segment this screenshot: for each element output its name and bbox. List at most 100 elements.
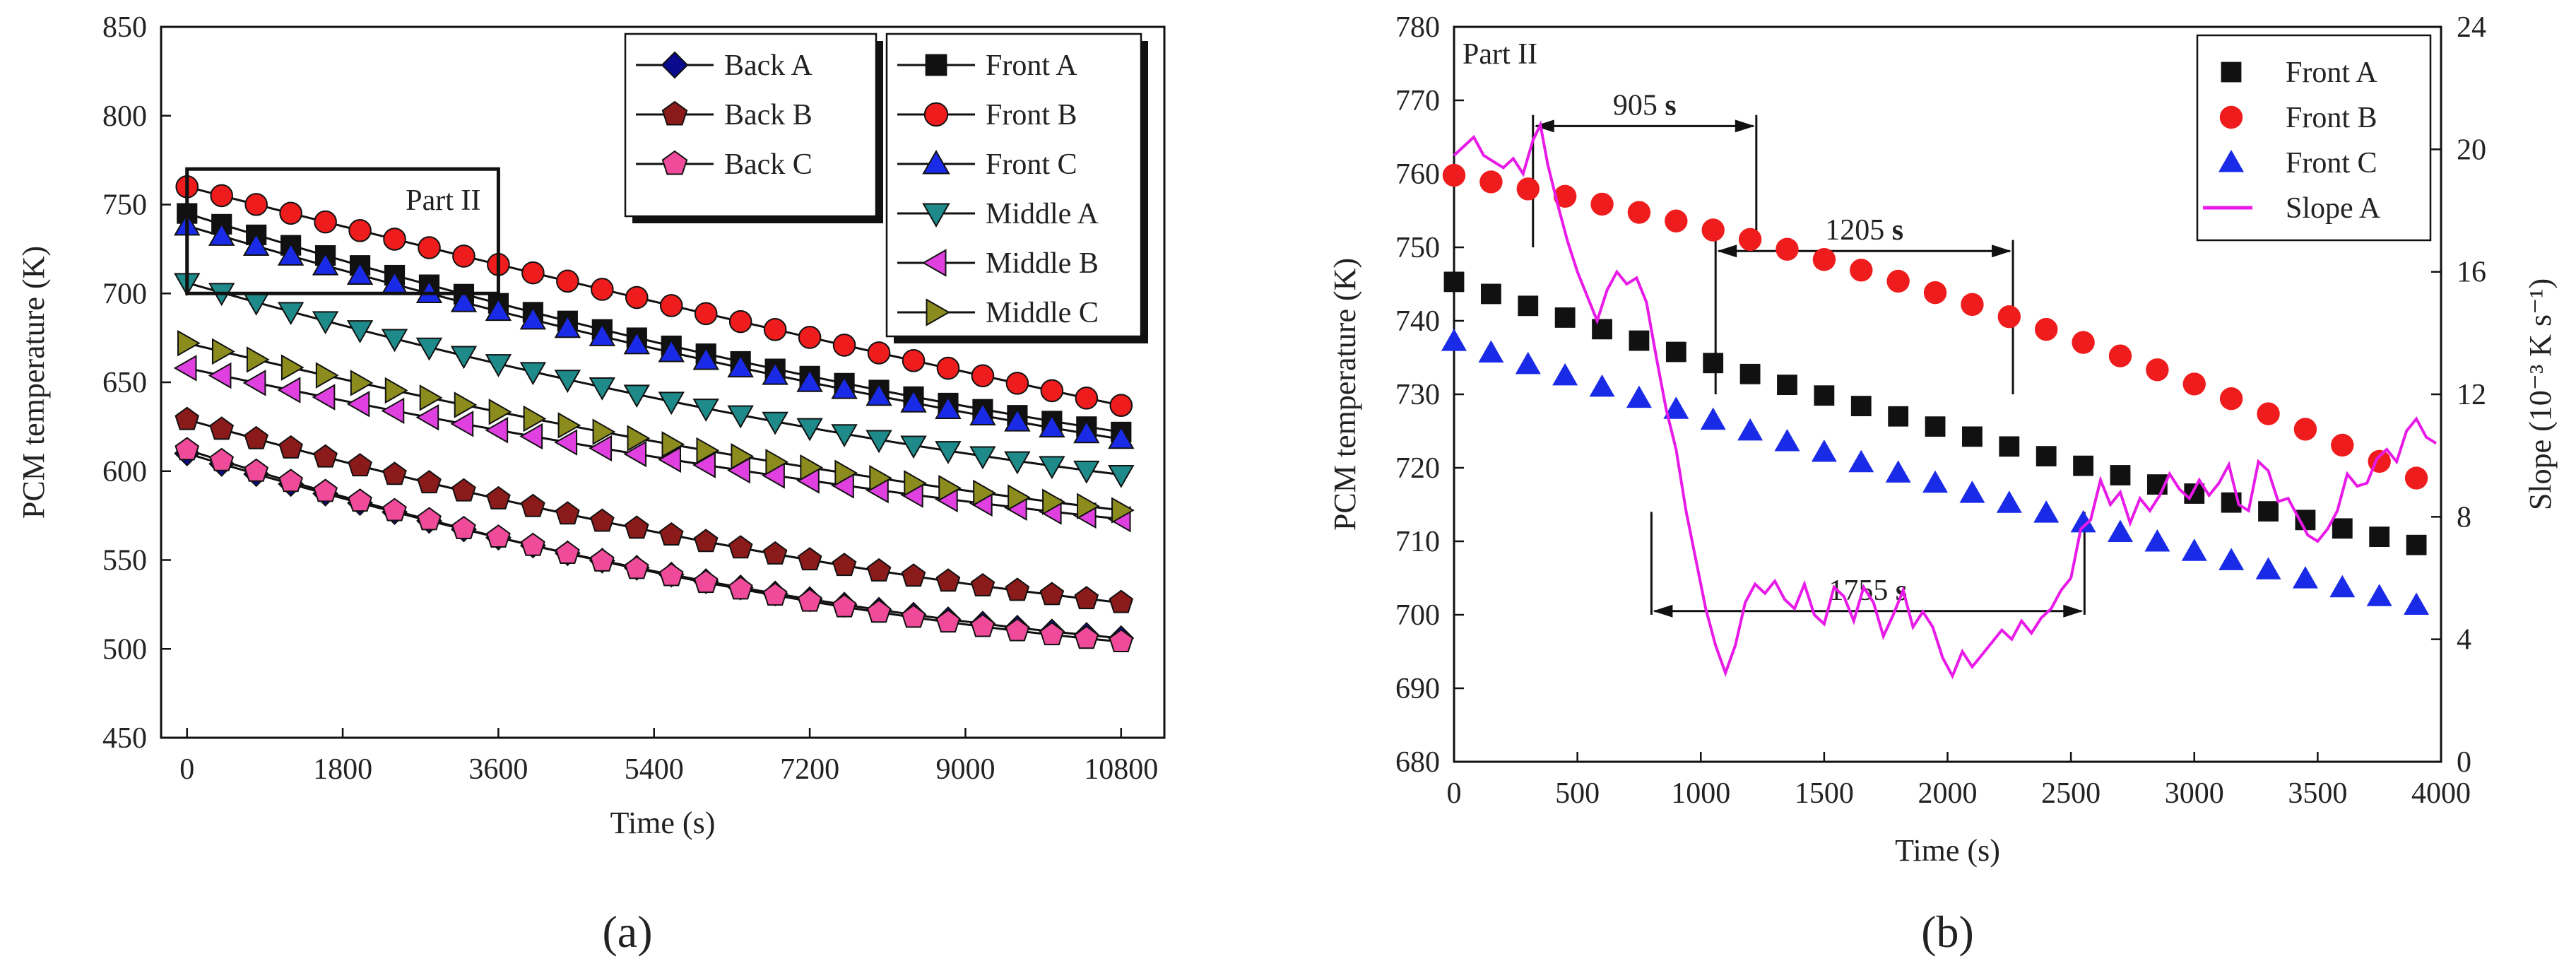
data-point bbox=[935, 441, 962, 464]
x-axis-label: Time (s) bbox=[610, 806, 716, 840]
part-ii-label: Part II bbox=[406, 184, 480, 217]
data-point bbox=[313, 444, 338, 468]
series-front-c bbox=[1441, 329, 2430, 615]
data-point bbox=[554, 429, 578, 456]
data-point bbox=[1961, 293, 1984, 317]
interval-label: 1755 s bbox=[1828, 575, 1907, 607]
data-point bbox=[1665, 341, 1686, 363]
data-point bbox=[935, 568, 961, 592]
y-tick-label: 800 bbox=[102, 100, 147, 133]
data-point bbox=[1005, 372, 1029, 395]
data-point bbox=[173, 355, 197, 382]
y-tick-label: 750 bbox=[1395, 232, 1440, 264]
legend-label-slope-a: Slope A bbox=[2286, 192, 2381, 225]
data-point bbox=[1848, 449, 1874, 473]
data-point bbox=[244, 193, 268, 216]
legend-label-middle-a: Middle A bbox=[986, 198, 1099, 230]
x-tick-label: 5400 bbox=[625, 753, 684, 786]
series-line bbox=[187, 367, 1121, 521]
y2-tick-label: 12 bbox=[2457, 379, 2486, 411]
data-point bbox=[1962, 426, 1983, 447]
legend-label-front-b: Front B bbox=[2286, 102, 2377, 134]
data-point bbox=[1077, 493, 1100, 519]
data-point bbox=[970, 613, 995, 637]
legend-marker bbox=[661, 51, 689, 79]
data-point bbox=[485, 354, 512, 377]
data-point bbox=[1039, 582, 1065, 606]
data-point bbox=[834, 459, 858, 487]
series-line bbox=[187, 185, 1122, 407]
data-point bbox=[1074, 625, 1099, 649]
data-point bbox=[831, 424, 858, 447]
data-point bbox=[346, 261, 374, 285]
data-point bbox=[1777, 375, 1797, 396]
data-point bbox=[1663, 396, 1689, 419]
legend-marker bbox=[925, 54, 947, 76]
data-point bbox=[1811, 439, 1837, 462]
data-point bbox=[589, 435, 613, 462]
data-point bbox=[279, 201, 302, 225]
legend-marker bbox=[661, 100, 688, 126]
data-point bbox=[313, 478, 338, 502]
data-point bbox=[418, 236, 441, 259]
data-point bbox=[589, 548, 615, 572]
data-point bbox=[277, 377, 301, 403]
legend-label-middle-b: Middle B bbox=[986, 247, 1099, 280]
data-point bbox=[175, 437, 200, 461]
y-tick-label: 760 bbox=[1395, 158, 1440, 191]
data-point bbox=[1665, 209, 1688, 232]
data-point bbox=[315, 362, 339, 389]
data-point bbox=[209, 416, 235, 440]
legend-marker bbox=[2218, 150, 2244, 172]
chart-b: 0 500 1000 1500 2000 2500 3000 3500 4000 680 690 70… bbox=[1328, 11, 2558, 957]
data-point bbox=[624, 555, 649, 579]
data-point bbox=[1005, 618, 1030, 642]
data-point bbox=[2108, 344, 2132, 367]
data-point bbox=[486, 485, 511, 509]
data-point bbox=[762, 361, 788, 385]
data-point bbox=[1737, 418, 1763, 441]
data-point bbox=[312, 252, 339, 276]
data-point bbox=[694, 302, 718, 326]
x-tick-label: 3600 bbox=[468, 753, 528, 786]
data-point bbox=[865, 430, 892, 454]
data-point bbox=[451, 515, 476, 539]
panel-label-a: (a) bbox=[602, 907, 652, 957]
series-line bbox=[187, 342, 1121, 512]
data-point bbox=[971, 364, 995, 388]
legend-marker bbox=[2219, 105, 2243, 129]
series-front-a bbox=[1443, 271, 2427, 555]
data-point bbox=[658, 446, 681, 473]
data-point bbox=[763, 318, 787, 341]
y-tick-label: 850 bbox=[102, 11, 147, 44]
data-point bbox=[417, 507, 442, 531]
data-point bbox=[1039, 622, 1065, 646]
data-point bbox=[1629, 330, 1650, 351]
data-point bbox=[1042, 488, 1065, 515]
slope-line bbox=[1453, 120, 2438, 680]
data-point bbox=[1109, 589, 1134, 613]
data-point bbox=[521, 532, 545, 556]
data-point bbox=[1442, 163, 1466, 187]
data-point bbox=[832, 553, 857, 577]
data-point bbox=[1552, 363, 1578, 386]
data-point bbox=[2110, 465, 2131, 485]
data-point bbox=[1886, 269, 1910, 293]
y-tick-label: 710 bbox=[1395, 526, 1440, 558]
y2-tick-label: 8 bbox=[2457, 501, 2471, 534]
data-point bbox=[450, 411, 474, 437]
data-point bbox=[278, 469, 303, 493]
data-point bbox=[1480, 283, 1501, 305]
data-point bbox=[658, 562, 684, 587]
data-point bbox=[348, 219, 372, 242]
data-point bbox=[1592, 319, 1612, 340]
data-point bbox=[415, 337, 443, 361]
data-point bbox=[696, 437, 720, 464]
data-point bbox=[314, 210, 337, 234]
data-point bbox=[2181, 538, 2207, 561]
data-point bbox=[901, 604, 926, 628]
x-tick-label: 1500 bbox=[1795, 777, 1854, 810]
data-point bbox=[693, 529, 719, 553]
data-point bbox=[658, 391, 685, 416]
data-point bbox=[208, 223, 235, 246]
